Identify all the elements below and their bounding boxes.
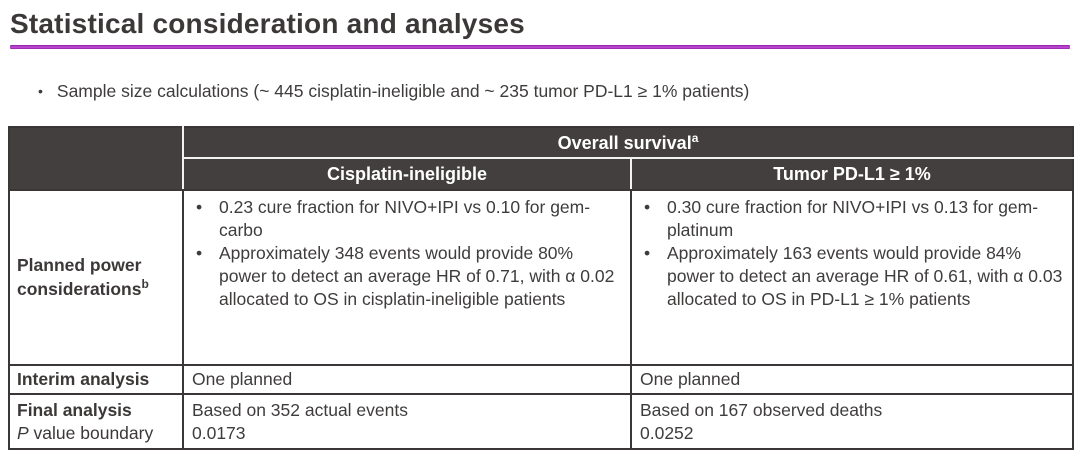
final-cisplatin-events: Based on 352 actual events [192, 399, 408, 420]
cell-planned-power-cisplatin: 0.23 cure fraction for NIVO+IPI vs 0.10 … [182, 189, 632, 366]
p-value-boundary-rest: value boundary [28, 422, 154, 443]
final-pdl1-events: Based on 167 observed deaths [640, 399, 883, 420]
header-cisplatin-ineligible: Cisplatin-ineligible [182, 157, 632, 191]
list-item: Approximately 163 events would provide 8… [640, 242, 1066, 311]
pdl1-bullet-list: 0.30 cure fraction for NIVO+IPI vs 0.13 … [640, 196, 1066, 311]
p-value-boundary-label: P value boundary [17, 422, 178, 445]
list-item: 0.23 cure fraction for NIVO+IPI vs 0.10 … [192, 196, 624, 242]
p-italic: P [17, 422, 29, 443]
row-label-final-analysis: Final analysis P value boundary [8, 393, 184, 451]
row-label-planned-power: Planned power considerationsb [8, 189, 184, 366]
final-analysis-label: Final analysis [17, 399, 132, 420]
title-underline-rule [10, 45, 1070, 49]
table-header-row-subgroups: Cisplatin-ineligible Tumor PD-L1 ≥ 1% [9, 157, 1074, 191]
cell-interim-cisplatin: One planned [182, 363, 632, 396]
overall-survival-label: Overall survival [557, 133, 692, 153]
sample-size-bullet: • Sample size calculations (~ 445 cispla… [38, 81, 1070, 102]
final-pdl1-pvalue: 0.0252 [640, 422, 694, 443]
sample-size-bullet-text: Sample size calculations (~ 445 cisplati… [56, 81, 750, 101]
planned-power-label: Planned power considerations [17, 255, 142, 299]
list-item: 0.30 cure fraction for NIVO+IPI vs 0.13 … [640, 196, 1066, 242]
table-header-row-overall: Overall survivala [8, 126, 1074, 191]
header-tumor-pdl1: Tumor PD-L1 ≥ 1% [630, 157, 1074, 191]
list-item: Approximately 348 events would provide 8… [192, 242, 624, 311]
table-row-final-analysis: Final analysis P value boundary Based on… [8, 393, 1074, 451]
overall-survival-footnote-sup: a [691, 131, 699, 145]
cell-planned-power-pdl1: 0.30 cure fraction for NIVO+IPI vs 0.13 … [630, 189, 1074, 366]
bullet-marker: • [38, 83, 43, 99]
cell-interim-pdl1: One planned [630, 363, 1074, 396]
cell-final-pdl1: Based on 167 observed deaths 0.0252 [630, 393, 1074, 451]
cell-final-cisplatin: Based on 352 actual events 0.0173 [182, 393, 632, 451]
page-title: Statistical consideration and analyses [10, 8, 525, 39]
cisplatin-bullet-list: 0.23 cure fraction for NIVO+IPI vs 0.10 … [192, 196, 624, 311]
header-corner-cell [8, 126, 184, 191]
table-row-planned-power: Planned power considerationsb 0.23 cure … [8, 189, 1074, 366]
row-label-interim-analysis: Interim analysis [8, 363, 184, 396]
statistics-table: Overall survivala Cisplatin-ineligible T… [8, 126, 1074, 451]
planned-power-footnote-sup: b [141, 277, 149, 292]
final-cisplatin-pvalue: 0.0173 [192, 422, 246, 443]
header-overall-survival: Overall survivala [182, 126, 1074, 159]
table-row-interim-analysis: Interim analysis One planned One planned [8, 363, 1074, 396]
